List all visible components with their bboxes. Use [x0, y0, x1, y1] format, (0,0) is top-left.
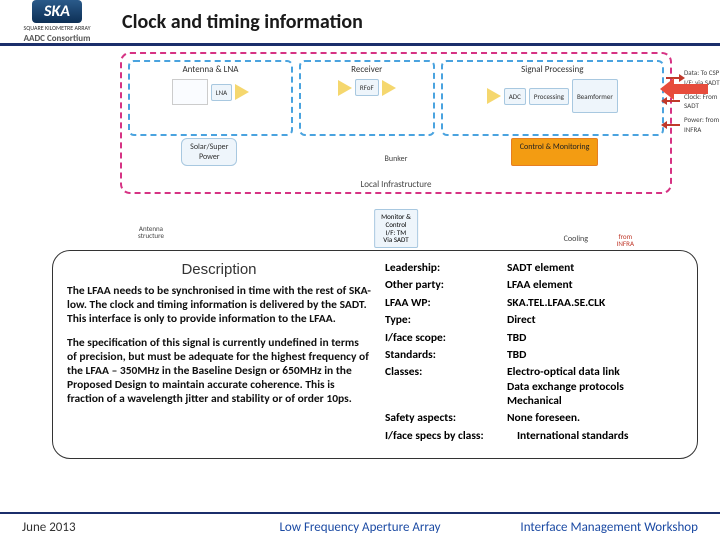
monitor-control-box: Monitor & Control I/F: TM Via SADT [374, 209, 418, 248]
leadership-val: SADT element [507, 261, 683, 275]
standards-val: TBD [507, 348, 683, 362]
safety-key: Safety aspects: [385, 411, 507, 425]
receiver-box: Receiver RFoF [299, 60, 435, 136]
safety-val: None foreseen. [507, 411, 683, 425]
info-panel: Description The LFAA needs to be synchro… [52, 250, 698, 459]
waveform-icon [172, 79, 208, 105]
logo-subtitle: SQUARE KILOMETRE ARRAY [24, 24, 91, 32]
type-key: Type: [385, 313, 507, 327]
otherparty-key: Other party: [385, 278, 507, 292]
clock-in-label: Clock: From SADT [684, 92, 717, 112]
antenna-label: Antenna & LNA [182, 64, 238, 75]
control-monitoring-box: Control & Monitoring [511, 138, 599, 166]
proc-chip: Processing [529, 88, 569, 105]
otherparty-val: LFAA element [507, 278, 683, 292]
description-panel: Description The LFAA needs to be synchro… [67, 261, 371, 446]
classes-val: Electro-optical data link Data exchange … [507, 365, 683, 408]
facts-panel: Leadership:SADT element Other party:LFAA… [385, 261, 683, 446]
big-arrow-icon [672, 84, 708, 94]
receiver-label: Receiver [351, 64, 382, 75]
from-infra-label: from INFRA [617, 233, 634, 248]
footer-date: June 2013 [22, 520, 76, 535]
aadc-label: AADC Consortium [24, 33, 91, 44]
footer-bar: June 2013 Low Frequency Aperture Array I… [0, 512, 720, 540]
footer-right: Interface Management Workshop [520, 520, 698, 535]
ska-logo: SKA SQUARE KILOMETRE ARRAY AADC Consorti… [6, 0, 108, 44]
scope-key: I/face scope: [385, 331, 507, 345]
standards-key: Standards: [385, 348, 507, 362]
local-infra-label: Local Infrastructure [361, 179, 432, 190]
specs-key: I/face specs by class: [385, 429, 517, 443]
logo-text: SKA [32, 0, 82, 23]
bf-chip: Beamformer [572, 79, 618, 113]
amp-icon [235, 84, 249, 100]
description-para-1: The LFAA needs to be synchronised in tim… [67, 284, 371, 326]
leadership-key: Leadership: [385, 261, 507, 275]
power-in-label: Power: from INFRA [684, 115, 719, 135]
antenna-lna-box: Antenna & LNA LNA [128, 60, 293, 136]
right-labels: Data: To CSP I/F: via SADT Clock: From S… [666, 68, 720, 139]
wp-key: LFAA WP: [385, 296, 507, 310]
footer-center: Low Frequency Aperture Array [279, 520, 440, 535]
block-diagram: Antenna & LNA LNA Receiver RFoF Signal P… [120, 52, 672, 220]
amp-icon-4 [487, 88, 501, 104]
amp-icon-2 [338, 80, 352, 96]
sigproc-label: Signal Processing [521, 64, 583, 75]
description-heading: Description [67, 261, 371, 278]
adc-chip: ADC [504, 88, 526, 105]
description-para-2: The specification of this signal is curr… [67, 336, 371, 406]
antenna-structure-label: Antenna structure [138, 225, 164, 240]
solar-power-box: Solar/Super Power [181, 138, 237, 166]
scope-val: TBD [507, 331, 683, 345]
lna-chip: LNA [211, 84, 233, 101]
header-bar: SKA SQUARE KILOMETRE ARRAY AADC Consorti… [0, 0, 720, 46]
rfof-chip: RFoF [355, 79, 379, 96]
cooling-label: Cooling [564, 234, 588, 244]
specs-val: International standards [517, 429, 683, 443]
type-val: Direct [507, 313, 683, 327]
page-title: Clock and timing information [122, 10, 363, 34]
classes-key: Classes: [385, 365, 507, 408]
diagram-outer: Antenna & LNA LNA Receiver RFoF Signal P… [120, 52, 672, 194]
sigproc-box: Signal Processing ADC Processing Beamfor… [441, 60, 664, 136]
wp-val: SKA.TEL.LFAA.SE.CLK [507, 296, 683, 310]
bunker-label: Bunker [385, 154, 408, 164]
amp-icon-3 [382, 80, 396, 96]
